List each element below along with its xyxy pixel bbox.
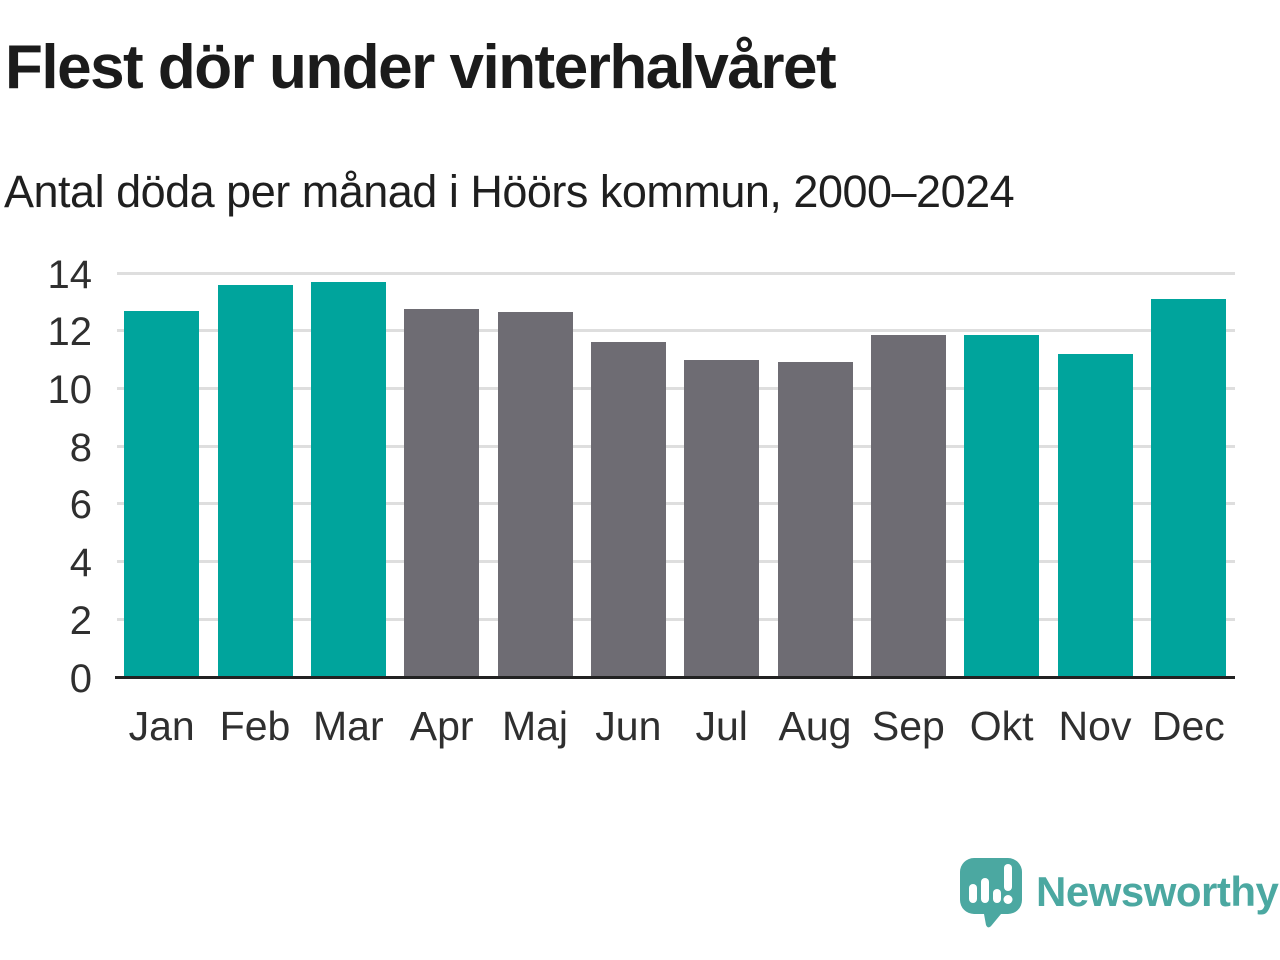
- bar-jan: [124, 310, 200, 677]
- x-axis-line: [115, 676, 1235, 679]
- x-axis-tick-label-apr: Apr: [409, 703, 474, 749]
- x-axis-tick-label-feb: Feb: [219, 703, 291, 749]
- bar-jun: [590, 342, 666, 677]
- bar-feb: [217, 284, 293, 677]
- logo-text: Newsworthy: [1036, 868, 1279, 915]
- gridline-y4: [117, 560, 1235, 564]
- x-axis-tick-label-maj: Maj: [501, 703, 569, 749]
- bar-nov: [1057, 353, 1133, 677]
- x-axis-tick-label-mar: Mar: [313, 703, 384, 749]
- gridline-y14: [117, 271, 1235, 275]
- bar-sep: [870, 335, 946, 677]
- gridline-y8: [117, 444, 1235, 448]
- y-axis-tick-label: 10: [47, 367, 93, 412]
- chart-subtitle: Antal döda per månad i Höörs kommun, 200…: [4, 166, 1015, 217]
- x-axis-tick-label-jan: Jan: [128, 703, 195, 749]
- bar-okt: [964, 335, 1040, 677]
- bar-maj: [497, 311, 573, 677]
- y-axis-tick-label: 14: [47, 252, 93, 297]
- x-axis-tick-label-aug: Aug: [778, 703, 852, 749]
- y-axis-tick-label: 4: [69, 541, 92, 586]
- bar-jul: [684, 359, 760, 677]
- speech-bubble-bar-chart-icon: [960, 858, 1022, 928]
- x-axis-tick-label-jun: Jun: [595, 703, 662, 749]
- newsworthy-logo: Newsworthy: [956, 856, 1279, 928]
- y-axis-tick-label: 0: [69, 656, 92, 701]
- y-axis-tick-label: 6: [69, 483, 92, 528]
- gridline-y2: [117, 617, 1235, 621]
- y-axis-tick-label: 8: [69, 425, 92, 470]
- bar-mar: [310, 281, 386, 677]
- x-axis-tick-label-okt: Okt: [969, 703, 1034, 749]
- bar-apr: [404, 309, 480, 677]
- gridline-y10: [117, 386, 1235, 390]
- y-axis-tick-label: 12: [47, 310, 93, 355]
- gridline-y12: [117, 329, 1235, 333]
- chart-title: Flest dör under vinterhalvåret: [5, 33, 837, 102]
- bar-aug: [777, 362, 853, 677]
- y-axis-tick-label: 2: [69, 598, 92, 643]
- gridline-y6: [117, 502, 1235, 506]
- x-axis-tick-label-dec: Dec: [1151, 703, 1225, 749]
- x-axis-tick-label-nov: Nov: [1058, 703, 1132, 749]
- x-axis-tick-label-sep: Sep: [871, 703, 945, 749]
- x-axis-tick-label-jul: Jul: [695, 703, 748, 749]
- bar-dec: [1150, 298, 1226, 677]
